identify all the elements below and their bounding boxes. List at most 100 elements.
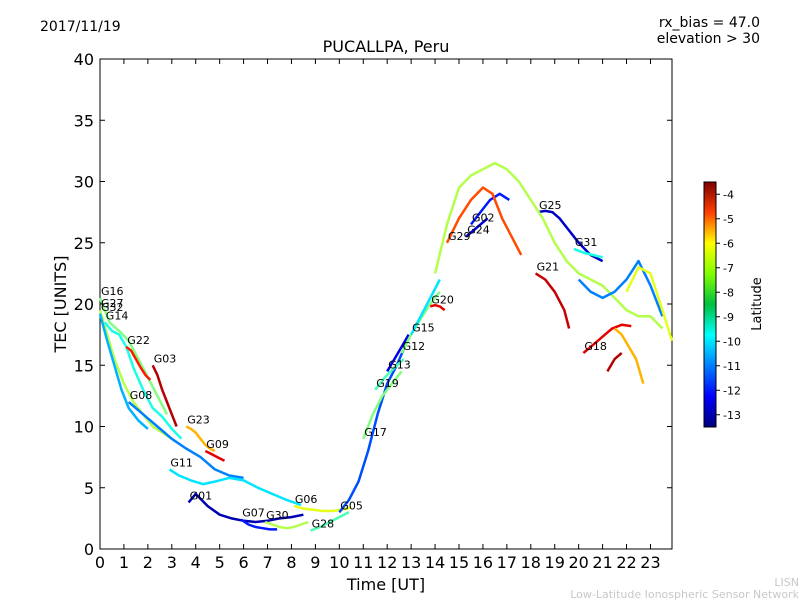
sat-label-g14: G14 — [106, 309, 129, 322]
sat-label-g01: G01 — [190, 489, 213, 502]
series-line-g15 — [409, 278, 441, 336]
sat-label-g02: G02 — [472, 211, 495, 224]
colorbar-tick-label: -12 — [723, 384, 741, 397]
rx-bias-label: rx_bias = 47.0 — [659, 15, 760, 31]
series-line-g20 — [429, 303, 446, 312]
x-tick-label: 11 — [353, 553, 373, 572]
sat-label-g28: G28 — [312, 518, 335, 531]
x-tick-label: 2 — [143, 553, 153, 572]
colorbar-label: Latitude — [750, 277, 765, 331]
x-tick-label: 14 — [425, 553, 445, 572]
x-tick-label: 3 — [167, 553, 177, 572]
y-tick-label: 15 — [74, 356, 94, 375]
series-line-g13 — [386, 333, 410, 373]
sat-label-g16: G16 — [101, 285, 124, 298]
x-tick-label: 15 — [449, 553, 469, 572]
colorbar-tick-label: -13 — [723, 409, 741, 422]
sat-label-g27: G27 — [101, 297, 124, 310]
series-line-g19 — [374, 358, 405, 391]
y-tick-label: 20 — [74, 295, 94, 314]
sat-label-g06: G06 — [295, 493, 318, 506]
colorbar-tick-label: -6 — [723, 237, 734, 250]
x-tick-label: 23 — [640, 553, 660, 572]
y-tick-label: 25 — [74, 234, 94, 253]
sat-label-g25: G25 — [539, 199, 562, 212]
sat-label-g03: G03 — [154, 352, 177, 365]
series-line-g03 — [151, 364, 178, 427]
sat-label-g17: G17 — [364, 426, 387, 439]
series-line-g22 — [125, 345, 152, 381]
x-tick-label: 9 — [310, 553, 320, 572]
x-tick-label: 16 — [473, 553, 493, 572]
x-tick-label: 19 — [545, 553, 565, 572]
y-axis-label: TEC [UNITS] — [51, 256, 70, 354]
series-line-track-29 — [433, 161, 664, 330]
plot-frame — [99, 58, 673, 550]
series-line-g23 — [185, 425, 216, 453]
x-tick-label: 10 — [329, 553, 349, 572]
x-tick-label: 21 — [592, 553, 612, 572]
series-line-g31 — [573, 247, 603, 259]
series-line-g08 — [127, 401, 244, 480]
series-line-g14 — [103, 321, 183, 440]
colorbar: -4 -5 -6 -7 -8 -9 -10 -11 -12 -13 Latitude — [703, 181, 765, 428]
sat-label-g18: G18 — [584, 340, 607, 353]
series-line-track-30 — [577, 259, 664, 317]
sat-label-g31: G31 — [575, 236, 598, 249]
series-line-g09 — [204, 449, 226, 462]
sat-label-g08: G08 — [130, 389, 153, 402]
series-line-g07 — [240, 518, 278, 531]
colorbar-tick-label: -7 — [723, 262, 734, 275]
sat-label-g19: G19 — [376, 377, 399, 390]
y-axis-ticks: 0 5 10 15 20 25 30 35 40 — [74, 50, 672, 559]
x-tick-label: 6 — [239, 553, 249, 572]
series-line-g02 — [470, 192, 510, 226]
y-tick-label: 5 — [84, 479, 94, 498]
y-tick-label: 10 — [74, 418, 94, 437]
x-tick-label: 5 — [215, 553, 225, 572]
sat-label-g07: G07 — [242, 507, 265, 520]
x-tick-label: 8 — [286, 553, 296, 572]
footer-network: Low-Latitude Ionospheric Sensor Network — [570, 588, 799, 600]
date-label: 2017/11/19 — [40, 19, 121, 35]
sat-label-g13: G13 — [388, 358, 411, 371]
series-layer — [98, 161, 674, 532]
colorbar-tick-label: -5 — [723, 213, 734, 226]
colorbar-tick-label: -8 — [723, 286, 734, 299]
colorbar-ticks: -4 -5 -6 -7 -8 -9 -10 -11 -12 -13 — [716, 188, 741, 422]
x-tick-label: 20 — [568, 553, 588, 572]
x-tick-label: 12 — [377, 553, 397, 572]
series-line-track-33 — [625, 266, 674, 342]
sat-label-g24: G24 — [467, 224, 490, 237]
footer-lisn: LISN — [774, 576, 799, 589]
sat-label-g11: G11 — [170, 456, 193, 469]
sat-label-g09: G09 — [206, 438, 229, 451]
elevation-label: elevation > 30 — [657, 31, 760, 47]
colorbar-tick-label: -10 — [723, 335, 741, 348]
series-line-track-32 — [606, 352, 623, 373]
sat-label-g20: G20 — [431, 293, 454, 306]
x-tick-label: 0 — [95, 553, 105, 572]
x-tick-label: 7 — [262, 553, 272, 572]
colorbar-tick-label: -4 — [723, 188, 734, 201]
sat-label-g30: G30 — [266, 509, 289, 522]
sat-label-g15: G15 — [412, 322, 435, 335]
sat-label-g21: G21 — [537, 260, 560, 273]
y-tick-label: 30 — [74, 173, 94, 192]
x-axis-label: Time [UT] — [346, 575, 425, 594]
series-line-track-31 — [613, 327, 645, 384]
series-line-g32 — [98, 313, 149, 430]
series-line-g24 — [465, 217, 489, 238]
series-line-g30 — [264, 520, 309, 530]
series-line-g29 — [445, 186, 523, 256]
colorbar-gradient — [703, 181, 717, 428]
y-tick-label: 0 — [84, 540, 94, 559]
series-line-g11 — [168, 468, 302, 507]
x-tick-label: 1 — [119, 553, 129, 572]
series-line-g21 — [534, 272, 571, 329]
chart-title: PUCALLPA, Peru — [323, 37, 450, 56]
sat-label-g23: G23 — [187, 414, 210, 427]
